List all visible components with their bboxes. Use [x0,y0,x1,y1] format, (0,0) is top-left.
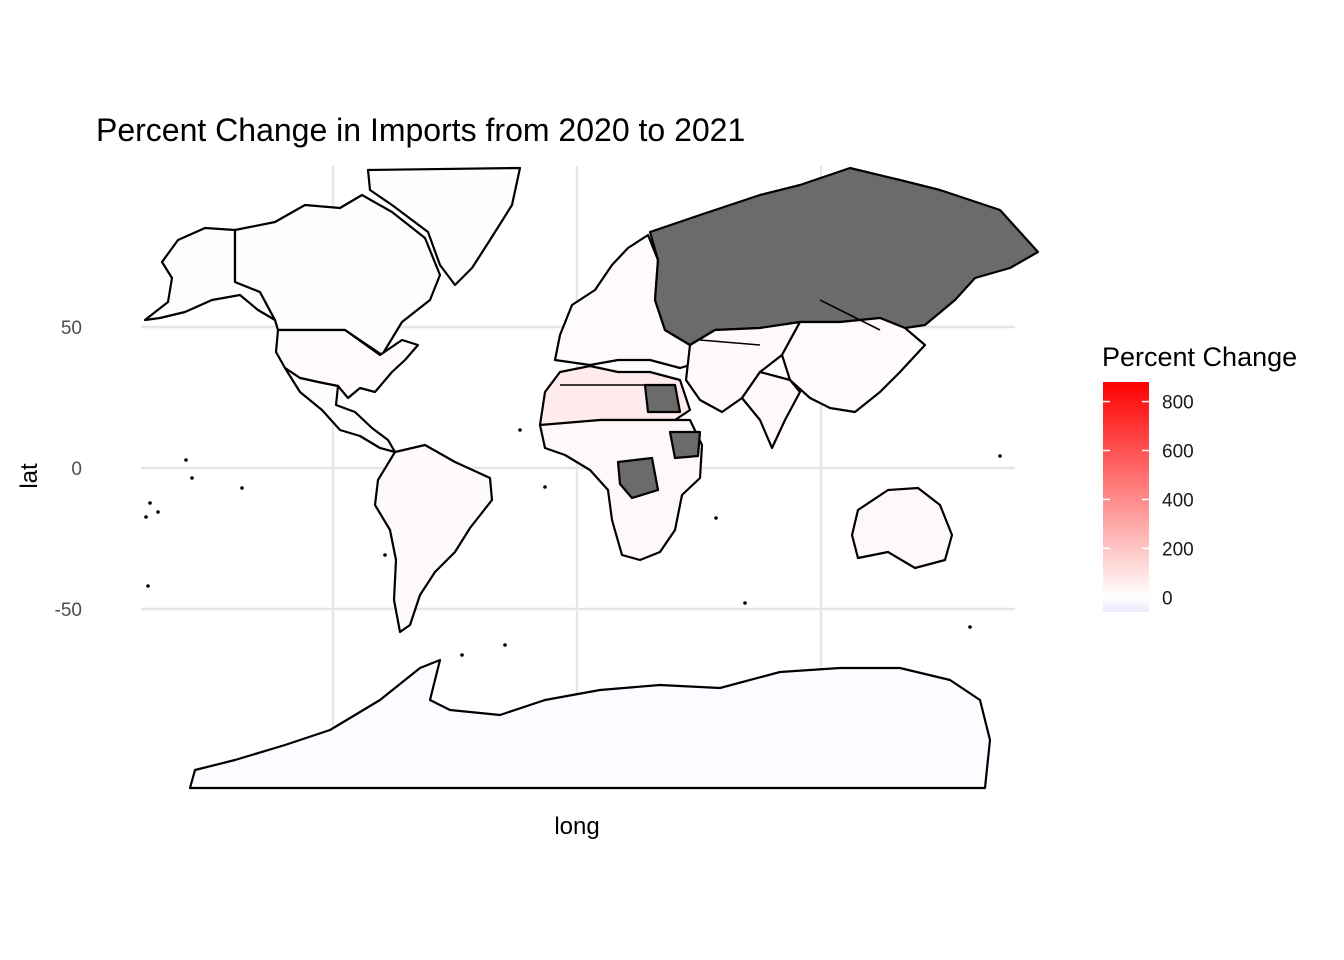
region-china-east-asia [780,316,927,414]
legend-tick-label: 600 [1162,442,1194,463]
island-dot [503,643,507,647]
island-dot [144,515,148,519]
island-dot [714,516,718,520]
border-line [699,339,761,346]
y-axis-title: lat [16,463,43,489]
border-line [819,299,881,331]
legend-ticks: 800 600 400 200 0 [1103,393,1194,609]
region-dr-congo [616,456,660,500]
y-axis: 50 0 -50 [55,318,82,621]
island-dot [543,485,547,489]
legend: Percent Change 800 600 400 200 0 [1102,342,1297,612]
island-dot [240,486,244,490]
island-dot [184,458,188,462]
y-tick-label: 50 [61,318,82,339]
country-borders [234,230,881,421]
y-tick-label: 0 [71,459,82,480]
island-dot [190,476,194,480]
y-tick-label: -50 [55,600,82,621]
chart-title: Percent Change in Imports from 2020 to 2… [96,112,746,148]
region-ethiopia [668,430,702,460]
region-india-south-asia [740,370,802,450]
legend-title: Percent Change [1102,342,1297,372]
country-layer [143,166,1040,790]
region-egypt [643,383,682,414]
region-canada [233,193,442,357]
island-dot [383,553,387,557]
border-line [278,329,381,356]
x-axis-title: long [554,813,599,840]
region-mexico-central-america [283,366,397,454]
island-dot [998,454,1002,458]
region-greenland [366,166,522,287]
island-dot [148,501,152,505]
island-dot [156,510,160,514]
island-dot [968,625,972,629]
legend-tick-label: 0 [1162,588,1173,609]
island-dot [146,584,150,588]
island-dot [743,601,747,605]
region-australia [850,486,954,570]
legend-tick-label: 200 [1162,539,1194,560]
island-dot [460,653,464,657]
region-south-america [373,443,494,634]
island-dot [518,428,522,432]
legend-tick-label: 400 [1162,490,1194,511]
region-antarctica [188,658,992,790]
legend-tick-label: 800 [1162,393,1194,414]
region-russia [648,166,1040,347]
legend-colorbar [1103,382,1149,612]
